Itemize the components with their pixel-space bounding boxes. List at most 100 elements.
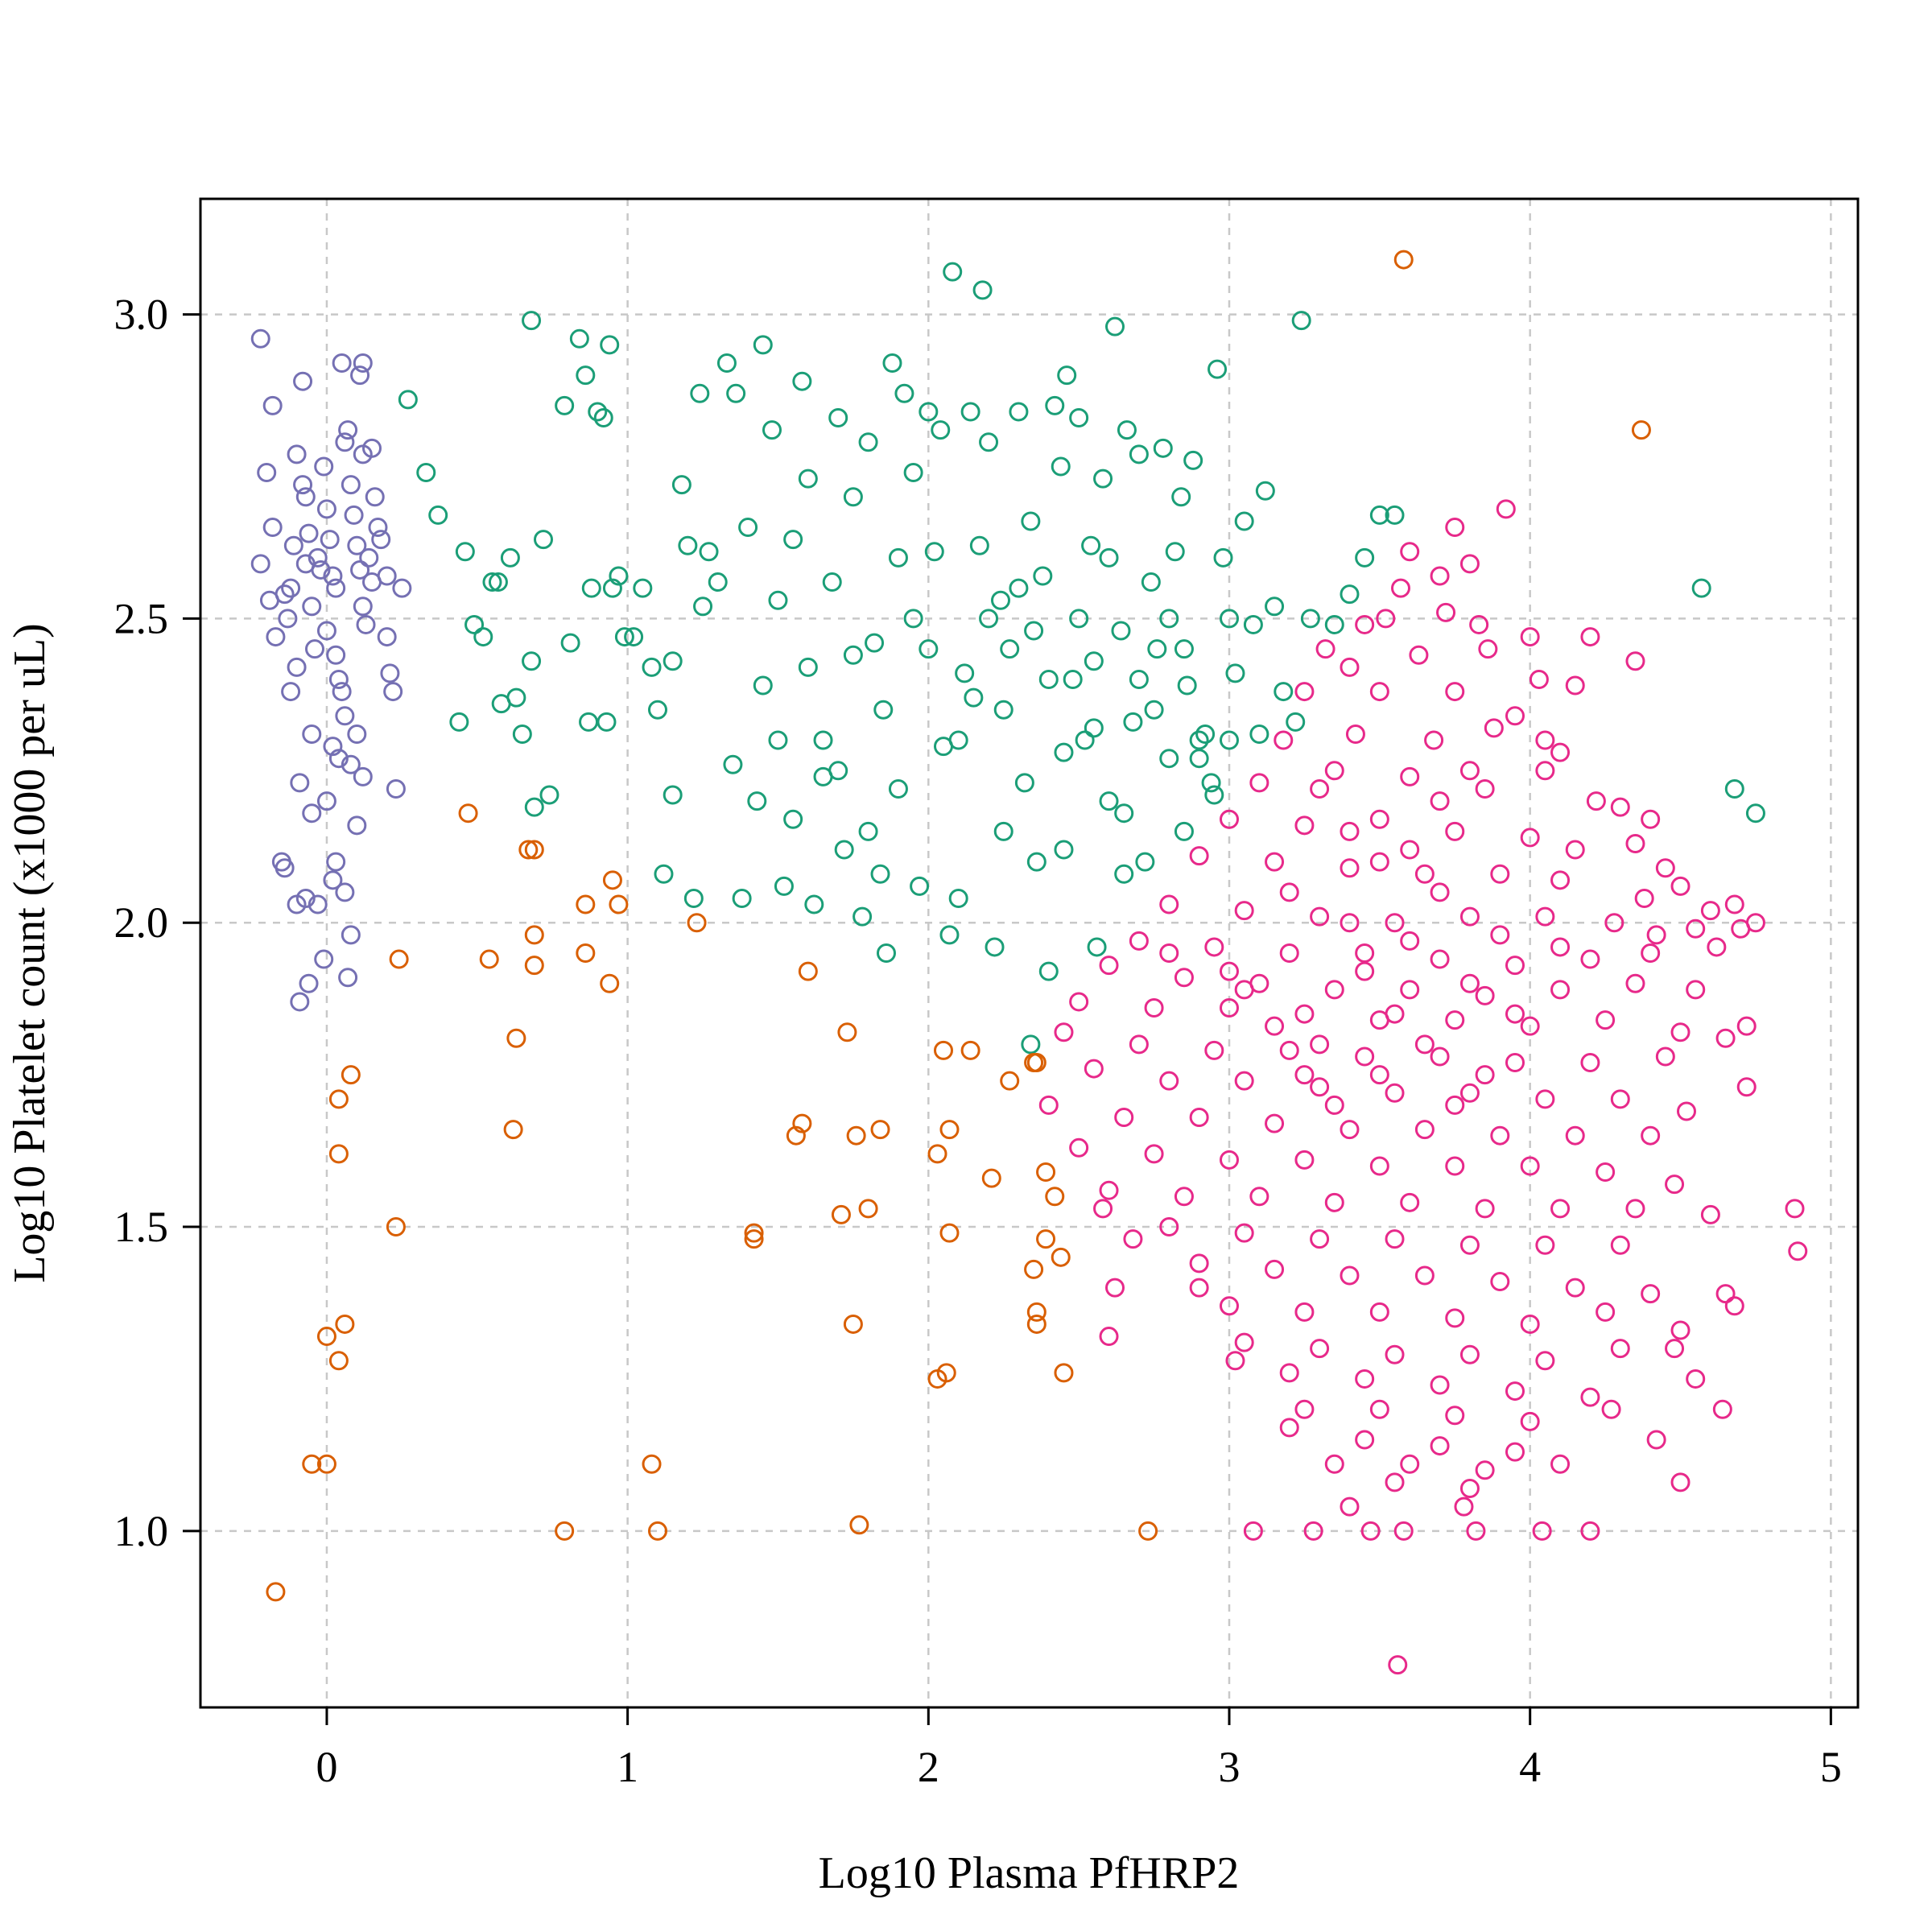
data-point xyxy=(600,335,620,355)
data-point xyxy=(1430,882,1450,902)
data-point xyxy=(1111,621,1131,641)
data-point xyxy=(1324,1454,1344,1474)
data-point xyxy=(1445,682,1465,702)
data-point xyxy=(1105,316,1125,336)
data-point xyxy=(1243,1521,1263,1541)
data-point xyxy=(332,682,352,702)
data-point xyxy=(257,463,277,483)
data-point xyxy=(1535,730,1555,750)
data-point xyxy=(1069,992,1089,1012)
data-point xyxy=(539,785,559,805)
data-point xyxy=(1057,365,1077,386)
data-point xyxy=(1345,724,1365,744)
data-point xyxy=(1646,925,1666,945)
data-point xyxy=(1707,937,1727,957)
data-point xyxy=(1195,724,1216,744)
data-point xyxy=(1604,913,1624,933)
data-point xyxy=(1294,1302,1315,1322)
data-point xyxy=(648,700,667,720)
data-point xyxy=(1274,682,1294,702)
data-point xyxy=(1686,1368,1706,1389)
data-point xyxy=(1038,669,1059,689)
data-point xyxy=(1201,773,1221,793)
data-point xyxy=(1220,609,1239,629)
data-point xyxy=(969,535,989,555)
data-point xyxy=(1430,791,1450,811)
data-point xyxy=(1310,778,1330,799)
data-point xyxy=(479,949,499,969)
data-point xyxy=(1430,1436,1450,1456)
data-point xyxy=(308,894,328,914)
data-point xyxy=(398,390,418,410)
data-point xyxy=(955,663,975,683)
data-point xyxy=(1505,1381,1525,1402)
data-point xyxy=(1084,651,1104,671)
data-point xyxy=(948,730,968,750)
data-point xyxy=(792,371,812,391)
data-point xyxy=(960,1040,980,1060)
data-point xyxy=(699,542,719,562)
data-point xyxy=(1234,1071,1254,1091)
data-point xyxy=(747,791,767,811)
data-point xyxy=(295,487,316,507)
data-point xyxy=(1129,444,1149,464)
data-point xyxy=(1054,742,1074,762)
data-point xyxy=(1535,1235,1555,1255)
data-point xyxy=(383,682,403,702)
data-point xyxy=(1414,1034,1435,1055)
data-point xyxy=(1505,1004,1525,1024)
data-point xyxy=(1294,815,1315,836)
data-point xyxy=(943,262,963,282)
data-point xyxy=(1445,518,1465,538)
data-point xyxy=(1459,906,1480,927)
data-point xyxy=(593,408,613,428)
data-point xyxy=(1414,1265,1435,1286)
data-point xyxy=(555,395,575,415)
data-point xyxy=(600,973,620,993)
y-tick-label: 2.5 xyxy=(114,594,169,642)
data-point xyxy=(316,1327,336,1347)
data-point xyxy=(1496,499,1516,519)
data-point xyxy=(1505,1053,1525,1073)
data-point xyxy=(1459,761,1480,781)
data-point xyxy=(1026,1053,1046,1073)
data-point xyxy=(1144,700,1164,720)
data-point xyxy=(783,809,803,829)
data-point xyxy=(371,530,391,550)
data-point xyxy=(1736,1077,1757,1097)
data-point xyxy=(744,1223,764,1243)
data-point xyxy=(266,1582,286,1602)
data-point xyxy=(1310,1077,1330,1097)
data-point xyxy=(1665,1174,1685,1195)
data-point xyxy=(1459,554,1480,574)
data-point xyxy=(1038,1095,1059,1115)
data-point xyxy=(1026,1314,1046,1334)
data-point xyxy=(1459,1344,1480,1364)
data-point xyxy=(1291,311,1311,331)
data-point xyxy=(1220,1296,1239,1316)
data-point xyxy=(768,590,788,610)
data-point xyxy=(386,1217,406,1237)
data-point xyxy=(1475,1460,1495,1480)
data-point xyxy=(1189,730,1209,750)
y-tick-label: 1.0 xyxy=(114,1507,169,1555)
data-point xyxy=(813,730,833,750)
data-point xyxy=(1189,1278,1209,1298)
data-point xyxy=(392,578,412,598)
data-point xyxy=(1414,864,1435,884)
data-point xyxy=(1310,1339,1330,1359)
data-point xyxy=(964,687,984,708)
data-point xyxy=(560,633,580,653)
data-point xyxy=(353,597,373,617)
data-point xyxy=(1400,931,1420,951)
data-point xyxy=(834,840,854,860)
data-point xyxy=(852,906,873,927)
data-point xyxy=(1580,1521,1600,1541)
data-point xyxy=(482,572,502,592)
data-point xyxy=(1550,1454,1571,1474)
data-point xyxy=(1189,846,1209,866)
data-point xyxy=(1129,669,1149,689)
data-points xyxy=(250,250,1808,1675)
data-point xyxy=(1159,749,1179,769)
data-point xyxy=(1520,1411,1540,1431)
